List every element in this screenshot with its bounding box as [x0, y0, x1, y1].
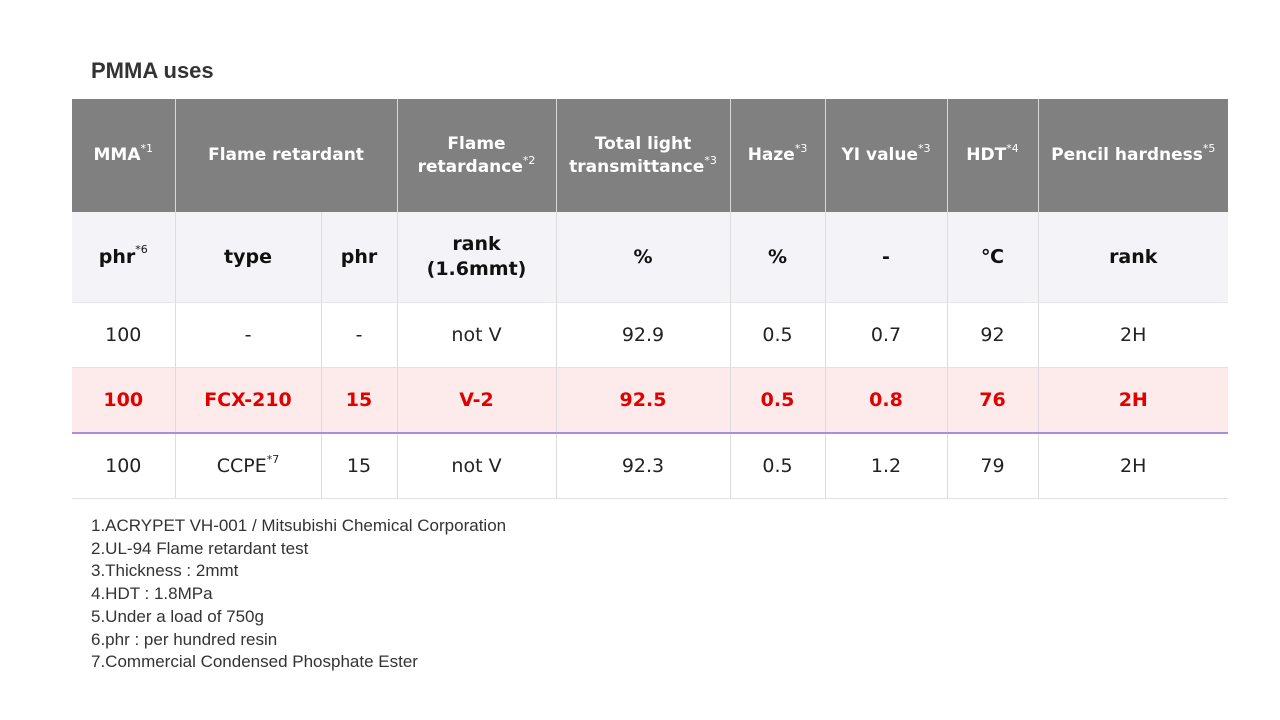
cell-haze: 0.5 [730, 367, 826, 434]
unit-haze: % [730, 212, 826, 303]
cell-phr: 15 [321, 367, 398, 434]
footnote-item: 1.ACRYPET VH-001 / Mitsubishi Chemical C… [91, 516, 507, 535]
cell-hdt: 76 [947, 367, 1039, 434]
cell-type: - [175, 302, 322, 368]
cell-mma: 100 [72, 433, 176, 499]
unit-pencil: rank [1038, 212, 1228, 303]
unit-phr: phr [321, 212, 398, 303]
cell-yi: 1.2 [825, 433, 948, 499]
page-title: PMMA uses [91, 58, 214, 83]
header-yi-value: YI value*3 [825, 99, 948, 212]
header-mma: MMA*1 [72, 99, 176, 212]
footnote-item: 3.Thickness : 2mmt [91, 561, 239, 581]
cell-pencil: 2H [1038, 302, 1228, 368]
cell-transmittance: 92.3 [556, 433, 731, 499]
cell-yi: 0.8 [825, 367, 948, 434]
unit-type: type [175, 212, 322, 303]
unit-mma: phr*6 [72, 212, 176, 303]
cell-pencil: 2H [1038, 367, 1228, 434]
header-flame-retardant: Flame retardant [175, 99, 398, 212]
unit-hdt: ℃ [947, 212, 1039, 303]
cell-mma: 100 [72, 367, 176, 434]
header-haze: Haze*3 [730, 99, 826, 212]
pmma-properties-table: MMA*1 Flame retardant Flame retardance*2 … [72, 99, 1228, 499]
unit-rank: rank (1.6mmt) [397, 212, 557, 303]
table-row: 100 - - not V 92.9 0.5 0.7 92 2H [72, 302, 1228, 368]
cell-type: CCPE*7 [175, 433, 322, 499]
cell-haze: 0.5 [730, 302, 826, 368]
unit-row: phr*6 type phr rank (1.6mmt) % % - ℃ rank [72, 212, 1228, 303]
unit-transmittance: % [556, 212, 731, 303]
cell-pencil: 2H [1038, 433, 1228, 499]
footnote-item: 6.phr : per hundred resin [91, 629, 278, 649]
cell-transmittance: 92.5 [556, 367, 731, 434]
header-row: MMA*1 Flame retardant Flame retardance*2 … [72, 99, 1228, 212]
header-transmittance: Total light transmittance*3 [556, 99, 731, 212]
table-row: 100 CCPE*7 15 not V 92.3 0.5 1.2 79 2H [72, 433, 1228, 499]
unit-yi: - [825, 212, 948, 303]
cell-haze: 0.5 [730, 433, 826, 499]
cell-rank: V-2 [397, 367, 557, 434]
footnote-item: 7.Commercial Condensed Phosphate Ester [91, 652, 418, 672]
header-pencil-hardness: Pencil hardness*5 [1038, 99, 1228, 212]
header-flame-retardance: Flame retardance*2 [397, 99, 557, 212]
cell-type: FCX-210 [175, 367, 322, 434]
cell-rank: not V [397, 302, 557, 368]
cell-yi: 0.7 [825, 302, 948, 368]
footnotes: 1.ACRYPET VH-001 / Mitsubishi Chemical C… [91, 515, 506, 674]
footnote-item: 2.UL-94 Flame retardant test [91, 538, 309, 558]
cell-transmittance: 92.9 [556, 302, 731, 368]
footnote-item: 4.HDT : 1.8MPa [91, 584, 213, 604]
cell-mma: 100 [72, 302, 176, 368]
cell-rank: not V [397, 433, 557, 499]
header-hdt: HDT*4 [947, 99, 1039, 212]
cell-phr: - [321, 302, 398, 368]
cell-phr: 15 [321, 433, 398, 499]
cell-hdt: 79 [947, 433, 1039, 499]
table-row-highlighted: 100 FCX-210 15 V-2 92.5 0.5 0.8 76 2H [72, 367, 1228, 434]
cell-hdt: 92 [947, 302, 1039, 368]
footnote-item: 5.Under a load of 750g [91, 606, 264, 626]
